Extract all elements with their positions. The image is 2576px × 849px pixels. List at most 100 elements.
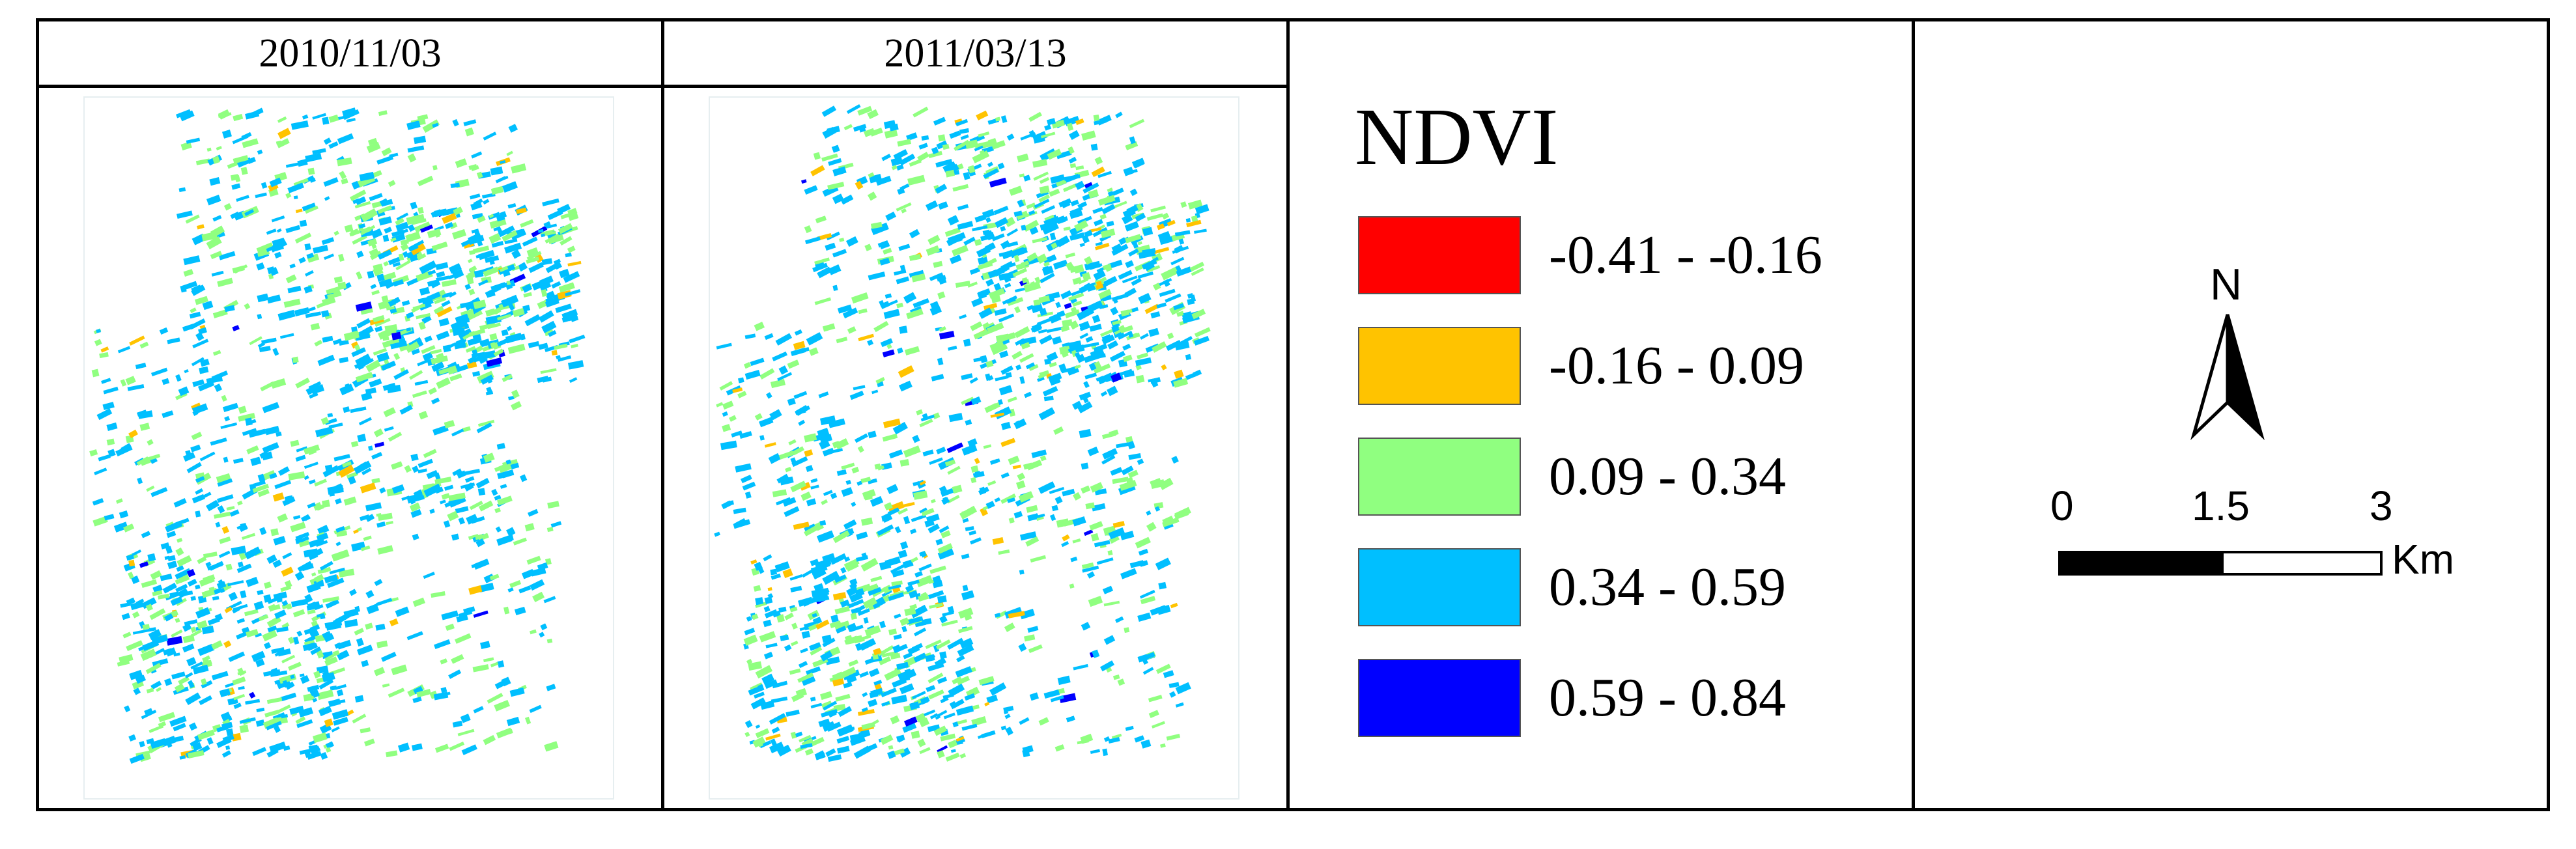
ndvi-pixel (885, 211, 897, 221)
ndvi-pixel (236, 618, 246, 624)
ndvi-pixel (836, 626, 847, 634)
ndvi-pixel (1101, 454, 1116, 465)
ndvi-pixel (1000, 421, 1012, 430)
ndvi-pixel (884, 502, 893, 510)
ndvi-pixel (139, 423, 150, 431)
ndvi-pixel (281, 566, 294, 577)
ndvi-pixel (388, 688, 405, 698)
ndvi-pixel (568, 213, 579, 221)
ndvi-pixel (880, 242, 890, 249)
ndvi-pixel (365, 502, 382, 512)
ndvi-pixel (800, 648, 808, 654)
ndvi-pixel (1093, 363, 1111, 374)
ndvi-pixel (406, 631, 423, 641)
ndvi-pixel (1135, 212, 1146, 222)
ndvi-pixel (356, 645, 373, 656)
ndvi-pixel (106, 438, 115, 446)
ndvi-pixel (897, 139, 912, 147)
ndvi-pixel (1193, 335, 1210, 346)
ndvi-pixel (203, 574, 216, 583)
ndvi-pixel (478, 249, 495, 260)
ndvi-pixel (438, 318, 449, 327)
ndvi-pixel (906, 132, 918, 141)
ndvi-pixel (102, 402, 115, 410)
ndvi-pixel (468, 288, 475, 296)
ndvi-pixel (528, 262, 545, 273)
ndvi-pixel (1153, 283, 1161, 291)
ndvi-pixel (129, 753, 145, 764)
ndvi-pixel (158, 721, 167, 728)
ndvi-pixel (868, 478, 877, 484)
ndvi-pixel (377, 249, 392, 260)
ndvi-pixel (292, 636, 300, 645)
ndvi-pixel (106, 422, 118, 431)
ndvi-pixel (784, 644, 792, 652)
ndvi-pixel (444, 420, 455, 428)
ndvi-pixel (999, 350, 1009, 359)
ndvi-pixel (397, 742, 410, 753)
ndvi-pixel (1093, 343, 1108, 353)
ndvi-pixel (395, 606, 410, 617)
ndvi-pixel (1107, 550, 1113, 556)
ndvi-pixel (211, 270, 224, 277)
ndvi-pixel (520, 474, 528, 482)
ndvi-pixel (494, 699, 511, 712)
ndvi-pixel (496, 314, 511, 321)
ndvi-pixel (890, 715, 900, 725)
ndvi-pixel (1022, 336, 1037, 346)
ndvi-pixel (947, 495, 960, 504)
ndvi-pixel (913, 298, 929, 309)
ndvi-pixel (262, 402, 280, 413)
ndvi-pixel (436, 330, 450, 341)
ndvi-pixel (360, 514, 370, 522)
ndvi-pixel (1070, 556, 1078, 563)
ndvi-pixel (778, 365, 788, 375)
ndvi-pixel (94, 467, 107, 475)
ndvi-pixel (1128, 248, 1139, 257)
ndvi-pixel (1024, 634, 1036, 642)
ndvi-pixel (880, 734, 894, 745)
ndvi-pixel (183, 269, 194, 277)
ndvi-pixel (935, 184, 948, 194)
ndvi-pixel (344, 224, 354, 233)
ndvi-pixel (1112, 297, 1118, 304)
scale-unit: Km (2392, 536, 2454, 583)
ndvi-pixel (1155, 663, 1171, 675)
ndvi-pixel (257, 488, 270, 497)
ndvi-pixel (175, 547, 184, 557)
ndvi-pixel (952, 676, 963, 685)
ndvi-pixel (221, 395, 227, 402)
ndvi-pixel (1109, 350, 1125, 362)
ndvi-pixel (1127, 331, 1134, 339)
ndvi-pixel (323, 177, 339, 187)
ndvi-pixel (304, 462, 318, 469)
ndvi-pixel (810, 165, 825, 176)
ndvi-pixel (378, 216, 392, 226)
ndvi-pixel (440, 687, 447, 693)
ndvi-pixel (356, 271, 363, 280)
ndvi-pixel (307, 253, 320, 263)
ndvi-pixel (270, 528, 279, 536)
ndvi-pixel (442, 208, 454, 216)
ndvi-pixel (322, 672, 335, 682)
ndvi-pixel (199, 695, 212, 706)
ndvi-pixel (911, 557, 918, 563)
ndvi-pixel (187, 578, 197, 587)
ndvi-pixel (1018, 491, 1034, 503)
ndvi-pixel (926, 245, 941, 256)
ndvi-pixel (567, 360, 584, 370)
ndvi-pixel (765, 643, 778, 648)
ndvi-pixel (944, 459, 956, 467)
ndvi-pixel (1162, 516, 1174, 524)
ndvi-pixel (261, 337, 277, 344)
ndvi-pixel (864, 625, 881, 637)
ndvi-pixel (734, 518, 746, 527)
ndvi-pixel (241, 132, 252, 140)
ndvi-pixel (269, 473, 277, 479)
ndvi-pixel (941, 497, 950, 505)
ndvi-pixel (967, 165, 976, 174)
ndvi-pixel (1101, 334, 1112, 344)
ndvi-pixel (220, 712, 231, 721)
ndvi-pixel (456, 305, 462, 310)
ndvi-pixel (880, 338, 894, 348)
